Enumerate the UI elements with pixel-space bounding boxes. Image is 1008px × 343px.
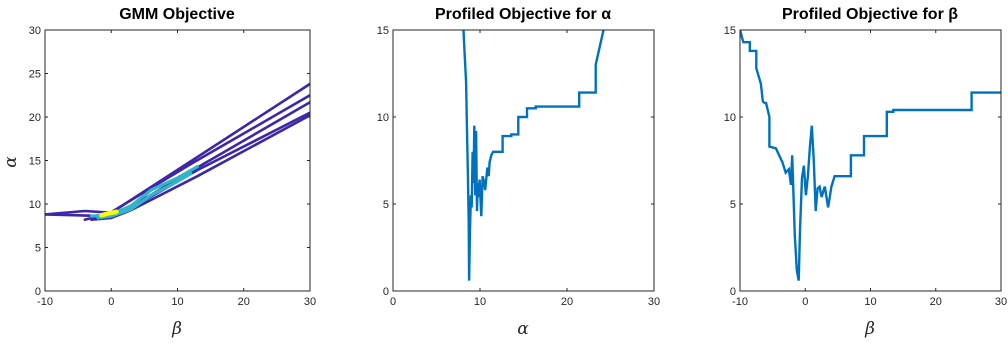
chart-title: Profiled Objective for β (782, 6, 958, 23)
y-tick-label: 5 (730, 199, 736, 211)
x-tick-label: 10 (474, 296, 486, 308)
x-axis-label: α (517, 319, 529, 339)
x-tick-label: 30 (995, 296, 1007, 308)
x-axis-label: β (171, 319, 182, 339)
y-tick-label: 20 (29, 112, 41, 124)
y-tick-label: 10 (724, 112, 736, 124)
profile-line (740, 30, 1001, 281)
x-tick-label: 0 (802, 296, 808, 308)
x-tick-label: -10 (732, 296, 748, 308)
x-tick-label: 10 (864, 296, 876, 308)
contour-line-outer (45, 82, 310, 216)
y-tick-label: 5 (35, 243, 41, 255)
x-tick-label: 20 (930, 296, 942, 308)
contour-line-outer (45, 94, 310, 218)
y-tick-label: 0 (730, 286, 736, 298)
x-axis-label: β (864, 319, 875, 339)
x-tick-label: 30 (304, 296, 316, 308)
chart-title: GMM Objective (119, 6, 235, 23)
contour-line-mid (96, 172, 193, 220)
x-tick-label: -10 (37, 296, 53, 308)
x-tick-label: 20 (238, 296, 250, 308)
chart-title: Profiled Objective for α (435, 6, 611, 23)
x-tick-label: 10 (171, 296, 183, 308)
axes-frame (739, 29, 1002, 292)
axes-frame (44, 29, 311, 292)
y-axis-label: α (1, 156, 21, 168)
y-tick-label: 15 (29, 156, 41, 168)
y-tick-label: 0 (383, 286, 389, 298)
y-tick-label: 15 (724, 25, 736, 37)
contour-line-inner (99, 209, 119, 218)
y-tick-label: 15 (377, 25, 389, 37)
y-tick-label: 10 (29, 199, 41, 211)
y-tick-label: 5 (383, 199, 389, 211)
profiled-beta-panel: Profiled Objective for β β -10 0 10 20 30051… (724, 6, 1007, 339)
x-tick-label: 0 (108, 296, 114, 308)
x-tick-label: 30 (648, 296, 660, 308)
objective-line (462, 30, 605, 281)
y-tick-label: 10 (377, 112, 389, 124)
profiled-alpha-panel: Profiled Objective for α α 0 10 20 30 0 5 10 15 (377, 6, 660, 339)
contour-lines (45, 82, 310, 221)
axes-frame (392, 29, 655, 292)
y-tick-label: 30 (29, 25, 41, 37)
x-tick-label: 0 (390, 296, 396, 308)
objective-line (740, 30, 1001, 281)
x-tick-label: 20 (561, 296, 573, 308)
axis-ticks: 0 10 20 30 0 5 10 15 (377, 25, 660, 308)
profile-line (462, 30, 605, 281)
y-tick-label: 0 (35, 286, 41, 298)
y-tick-label: 25 (29, 69, 41, 81)
